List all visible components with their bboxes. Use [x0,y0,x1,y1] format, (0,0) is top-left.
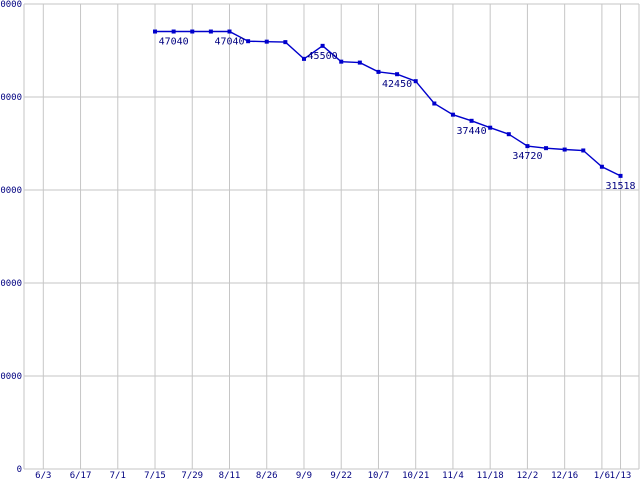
x-tick-label: 6/17 [70,471,92,480]
x-tick-label: 1/6 [594,471,610,480]
data-point-marker [283,40,288,45]
data-point-marker [599,164,604,169]
data-point-marker [562,147,567,152]
y-tick-label: 50000 [0,0,22,10]
y-tick-label: 30000 [0,186,22,196]
data-point-marker [246,39,251,44]
price-line [155,30,621,177]
x-tick-label: 8/11 [219,471,241,480]
x-tick-label: 10/21 [402,471,429,480]
data-point-marker [320,43,325,48]
y-tick-label: 20000 [0,279,22,289]
data-point-marker [618,173,623,178]
data-point-marker [376,69,381,74]
x-tick-label: 9/9 [296,471,312,480]
point-value-label: 34720 [512,151,542,162]
data-point-marker [525,144,530,149]
data-point-marker [227,29,232,34]
data-point-marker [153,29,158,34]
x-tick-label: 11/4 [442,471,464,480]
x-tick-label: 6/3 [35,471,51,480]
point-value-label: 47040 [214,37,244,48]
y-tick-label: 10000 [0,372,22,382]
x-tick-label: 12/16 [551,471,578,480]
x-tick-label: 7/15 [144,471,166,480]
x-tick-label: 8/26 [256,471,278,480]
data-point-marker [450,112,455,117]
point-value-label: 37440 [457,126,487,137]
data-point-marker [339,59,344,64]
x-tick-label: 1/13 [610,471,632,480]
x-tick-label: 7/1 [110,471,126,480]
data-point-marker [488,125,493,130]
x-tick-label: 7/29 [181,471,203,480]
x-tick-label: 10/7 [368,471,390,480]
x-tick-label: 12/2 [517,471,539,480]
data-point-marker [581,148,586,153]
data-point-marker [171,29,176,34]
data-point-marker [208,29,213,34]
point-value-label: 42450 [382,79,412,90]
point-value-label: 45500 [308,51,338,62]
data-point-marker [506,132,511,137]
data-point-marker [357,60,362,65]
data-point-marker [469,118,474,123]
data-point-marker [264,39,269,44]
y-tick-label: 40000 [0,93,22,103]
data-point-marker [190,29,195,34]
data-point-marker [432,101,437,106]
data-point-marker [544,146,549,151]
data-point-marker [395,72,400,77]
point-value-label: 47040 [159,37,189,48]
y-tick-label: 0 [17,465,22,475]
data-point-marker [301,56,306,61]
x-tick-label: 9/22 [330,471,352,480]
data-point-marker [413,79,418,84]
x-tick-label: 11/18 [477,471,504,480]
point-value-label: 31518 [605,181,635,192]
